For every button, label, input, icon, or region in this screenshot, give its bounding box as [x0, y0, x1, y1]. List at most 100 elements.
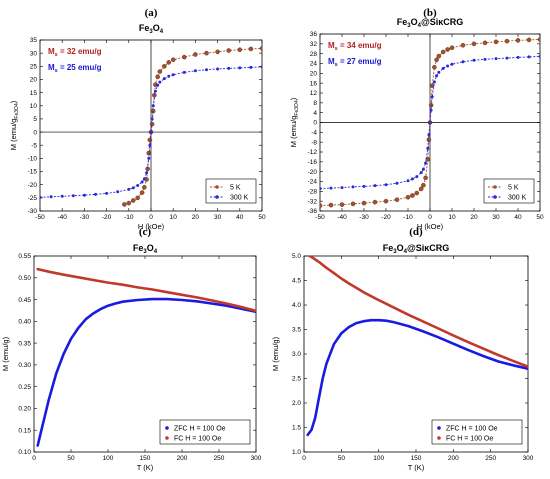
data-point: [538, 54, 540, 58]
legend-swatch-marker: [493, 185, 497, 189]
data-point: [414, 190, 420, 196]
data-point: [122, 202, 127, 207]
y-tick-label: 4.0: [292, 302, 301, 309]
x-tick-label: 200: [177, 455, 188, 462]
y-tick-label: -28: [308, 189, 318, 196]
saturation-annotation: Ms = 27 emu/g: [328, 57, 382, 68]
data-point: [460, 43, 466, 48]
data-layer: [36, 267, 256, 447]
x-axis-title: T (K): [137, 463, 154, 472]
legend-swatch-marker: [165, 436, 169, 440]
data-point: [429, 108, 433, 112]
y-tick-label: 35: [30, 37, 38, 44]
chart-panel-c: (c) Fe3O4 0 50 100 150 200 250 300 0.10 0.15 0.20 0.…: [1, 226, 262, 472]
data-point: [171, 73, 175, 77]
data-point: [384, 183, 388, 187]
data-layer: [306, 256, 528, 437]
data-point: [147, 156, 151, 160]
data-point: [373, 184, 377, 188]
y-tick-label: 0.50: [18, 275, 31, 282]
data-layer: [320, 37, 540, 208]
y-tick-label: 25: [30, 64, 38, 71]
data-point: [130, 198, 136, 203]
data-point: [71, 194, 75, 198]
data-point: [156, 83, 160, 87]
x-tick-label: 50: [258, 214, 266, 221]
x-tick-label: 50: [338, 455, 346, 462]
x-tick-label: 10: [170, 214, 178, 221]
y-tick-label: -25: [28, 195, 38, 202]
y-tick-label: 4.5: [292, 278, 301, 285]
data-point: [426, 146, 430, 150]
data-point: [320, 203, 323, 208]
x-tick-label: -30: [359, 214, 369, 221]
y-tick-label: 0.15: [18, 427, 31, 434]
title-part: 4: [418, 23, 422, 29]
data-point: [320, 187, 322, 191]
title-part: Fe: [397, 17, 408, 27]
y-tick-label: 28: [310, 51, 318, 58]
title-part: Fe: [139, 23, 150, 33]
data-point: [162, 64, 167, 69]
y-axis-title-sub: Fe3O4: [14, 103, 20, 119]
x-axis-title: H (kOe): [138, 222, 165, 231]
data-point: [410, 193, 415, 198]
data-point: [361, 200, 367, 206]
data-point: [152, 92, 157, 98]
panel-title: Fe3O4@SiκCRG: [397, 17, 464, 29]
data-point: [149, 130, 153, 134]
legend-label: 300 K: [230, 195, 249, 202]
data-point: [418, 186, 424, 192]
data-point: [145, 166, 150, 172]
data-point: [440, 49, 446, 55]
y-tick-label: 2.5: [292, 376, 301, 383]
series-curve-0: [36, 297, 256, 447]
data-point: [259, 46, 262, 51]
y-tick-label: 0.55: [18, 253, 31, 260]
y-axis-title-main: M (emu/g): [271, 336, 280, 371]
data-point: [162, 77, 166, 81]
data-point: [339, 202, 345, 207]
x-tick-label: 10: [448, 214, 456, 221]
y-tick-label: 12: [310, 90, 318, 97]
data-point: [249, 65, 253, 69]
data-point: [139, 190, 145, 195]
data-point: [394, 197, 400, 202]
annotation-text: = 32 emu/g: [58, 47, 102, 56]
data-point: [493, 39, 499, 45]
data-point: [148, 143, 152, 147]
y-tick-label: 3.0: [292, 351, 301, 358]
data-point: [526, 37, 532, 43]
y-tick-label: 4: [313, 110, 317, 117]
data-point: [505, 56, 509, 60]
y-axis-title-main: M (emu/g: [9, 119, 18, 151]
data-point: [157, 69, 163, 74]
x-tick-label: 40: [514, 214, 522, 221]
data-point: [82, 193, 86, 197]
data-point: [136, 183, 140, 187]
legend-swatch-marker: [437, 436, 441, 440]
x-tick-label: 0: [32, 455, 36, 462]
legend-box: [483, 178, 535, 204]
panel-title: Fe3O4: [139, 23, 164, 35]
y-axis-title-sub: Fe3O4: [294, 100, 300, 116]
data-point: [421, 182, 426, 188]
y-tick-label: 30: [30, 50, 38, 57]
data-point: [435, 74, 439, 78]
x-tick-label: 100: [103, 455, 114, 462]
chart-panel-a: (a)Fe3O4-50 -40 -30 -20 -10 0 10 20 30 40 50-30-25…: [9, 7, 266, 231]
title-part: O: [411, 17, 418, 27]
data-point: [483, 57, 487, 61]
x-tick-label: -50: [315, 214, 325, 221]
legend-label: FC H = 100 Oe: [446, 436, 493, 443]
data-point: [482, 40, 488, 46]
data-point: [94, 192, 97, 196]
data-point: [146, 150, 152, 156]
data-point: [127, 187, 131, 191]
data-point: [126, 200, 132, 206]
data-point: [49, 195, 53, 199]
panel-letter: (d): [409, 226, 423, 238]
x-tick-label: 20: [192, 214, 200, 221]
data-point: [441, 66, 445, 70]
y-tick-label: -16: [308, 159, 318, 166]
